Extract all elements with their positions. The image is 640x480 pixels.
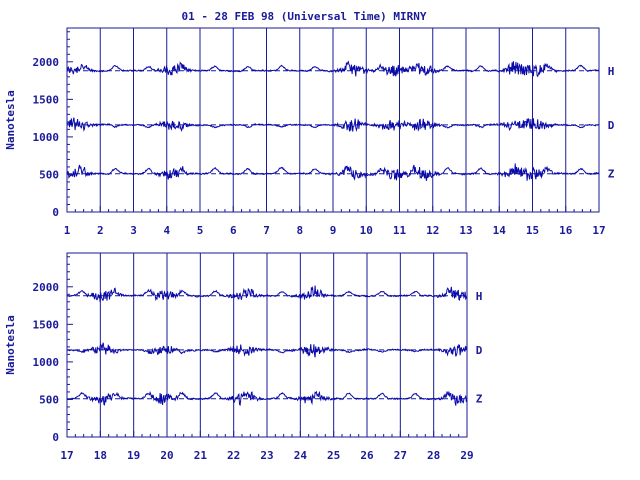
y-tick-label: 0	[52, 206, 59, 219]
x-tick-label: 1	[64, 224, 71, 237]
x-tick-label: 9	[330, 224, 337, 237]
x-tick-label: 15	[526, 224, 539, 237]
x-tick-label: 24	[294, 449, 308, 462]
x-tick-label: 25	[327, 449, 340, 462]
x-tick-label: 19	[127, 449, 140, 462]
y-tick-label: 2000	[33, 56, 60, 69]
y-tick-label: 1500	[33, 93, 60, 106]
series-label-d: D	[608, 119, 615, 132]
x-tick-label: 29	[460, 449, 473, 462]
series-line-z	[66, 390, 468, 407]
series-label-h: H	[608, 65, 615, 78]
y-axis-label: Nanotesla	[4, 315, 17, 375]
x-tick-label: 8	[296, 224, 303, 237]
y-tick-label: 0	[52, 431, 59, 444]
panel-bottom: 0 500 1000 1500 2000 17 18 19 20 21 22 23 24 25 26 27 28…	[4, 252, 483, 462]
x-tick-label: 28	[427, 449, 440, 462]
y-tick-label: 500	[39, 168, 59, 181]
series-label-z: Z	[476, 393, 483, 406]
x-tick-label: 12	[426, 224, 439, 237]
series-label-z: Z	[608, 168, 615, 181]
series-label-h: H	[476, 290, 483, 303]
x-tick-label: 17	[60, 449, 73, 462]
x-tick-label: 17	[592, 224, 605, 237]
x-tick-label: 27	[394, 449, 407, 462]
x-tick-label: 6	[230, 224, 237, 237]
x-tick-label: 18	[94, 449, 107, 462]
x-tick-label: 14	[493, 224, 507, 237]
y-axis-label: Nanotesla	[4, 90, 17, 150]
x-tick-label: 22	[227, 449, 240, 462]
x-tick-label: 10	[360, 224, 373, 237]
series-label-d: D	[476, 344, 483, 357]
x-tick-label: 26	[360, 449, 374, 462]
x-tick-label: 20	[160, 449, 173, 462]
y-tick-label: 2000	[33, 281, 60, 294]
x-tick-label: 23	[260, 449, 273, 462]
chart-title: 01 - 28 FEB 98 (Universal Time) MIRNY	[181, 10, 426, 23]
x-tick-label: 21	[194, 449, 208, 462]
y-tick-label: 500	[39, 393, 59, 406]
series-line-d	[66, 117, 600, 133]
x-tick-label: 16	[559, 224, 573, 237]
x-tick-label: 2	[97, 224, 104, 237]
x-tick-label: 5	[197, 224, 204, 237]
x-tick-label: 13	[459, 224, 472, 237]
y-tick-label: 1000	[33, 356, 60, 369]
series-line-d	[66, 342, 468, 358]
x-tick-label: 11	[393, 224, 407, 237]
series-line-h	[66, 285, 468, 302]
series-line-h	[66, 60, 600, 78]
series-line-z	[66, 163, 600, 181]
x-tick-label: 3	[130, 224, 137, 237]
x-tick-label: 4	[163, 224, 170, 237]
x-tick-label: 7	[263, 224, 270, 237]
y-tick-label: 1500	[33, 318, 60, 331]
y-tick-label: 1000	[33, 131, 60, 144]
